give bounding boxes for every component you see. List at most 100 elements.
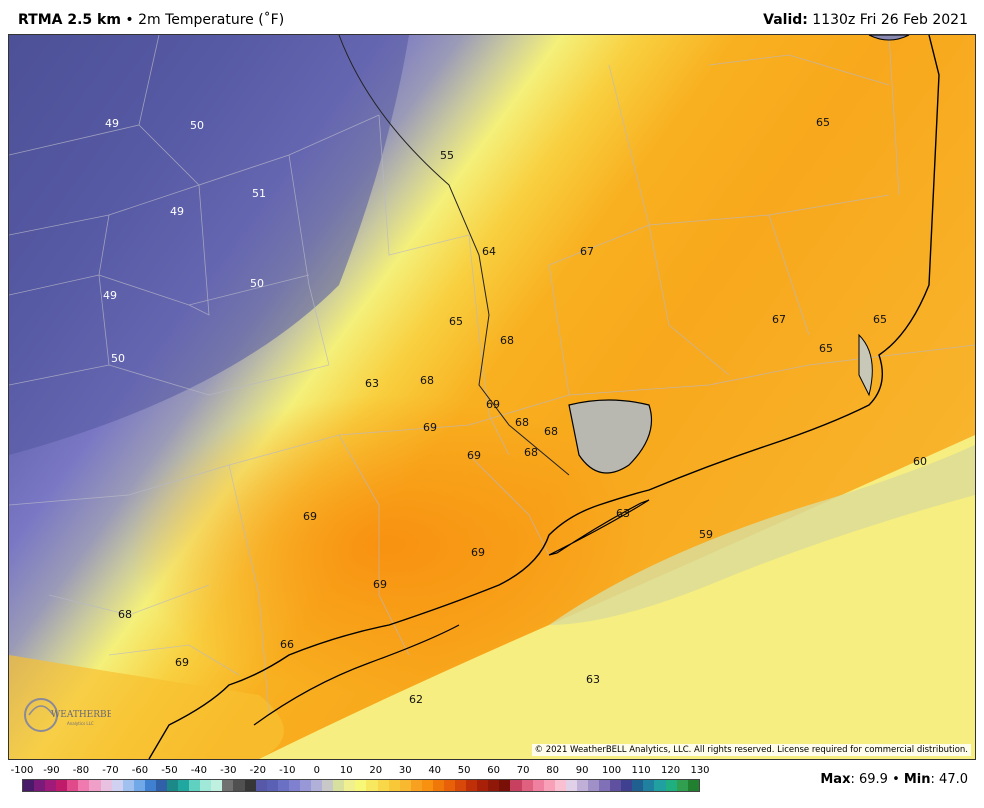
- legend-color-swatch: [277, 780, 289, 791]
- legend-color-swatch: [122, 780, 134, 791]
- legend-tick: 10: [339, 765, 353, 776]
- legend-color-swatch: [455, 780, 467, 791]
- legend: -100 -90 -80 -70 -60 -50 -40 -30 -20 -10 0 10 20 30 40…: [0, 760, 984, 808]
- weatherbell-logo: WEATHERBELL Analytics LLC: [21, 687, 111, 737]
- station-value-label: 69: [175, 656, 189, 669]
- legend-tick: -80: [72, 765, 90, 776]
- cool-gulf-band: [549, 445, 975, 625]
- legend-color-swatch: [244, 780, 256, 791]
- maxmin-separator: •: [887, 772, 904, 787]
- station-value-label: 49: [105, 117, 119, 130]
- legend-color-swatch: [377, 780, 389, 791]
- coastline: [148, 35, 940, 759]
- max-min-summary: Max: 69.9 • Min: 47.0: [820, 772, 968, 787]
- legend-color-swatch: [144, 780, 156, 791]
- legend-tick-labels: -100 -90 -80 -70 -60 -50 -40 -30 -20 -10 0 10 20 30 40…: [10, 765, 710, 779]
- legend-color-swatch: [665, 780, 677, 791]
- station-value-label: 65: [873, 313, 887, 326]
- legend-color-swatch: [554, 780, 566, 791]
- legend-tick: -10: [279, 765, 296, 776]
- legend-tick: 40: [428, 765, 442, 776]
- barrier-island: [548, 499, 650, 556]
- map-canvas: 49 50 55 51 49 50 49 50 64 67 65 65 68 67 65 65 63 68 69 69…: [9, 35, 975, 759]
- warm-core: [129, 395, 649, 695]
- legend-color-swatch: [610, 780, 622, 791]
- legend-color-swatch: [643, 780, 655, 791]
- station-value-label: 68: [118, 608, 132, 621]
- station-value-label: 51: [252, 187, 266, 200]
- legend-color-swatch: [233, 780, 245, 791]
- legend-tick: -50: [161, 765, 178, 776]
- legend-tick: 0: [313, 765, 320, 776]
- legend-color-swatch: [322, 780, 334, 791]
- legend-color-swatch: [222, 780, 234, 791]
- legend-color-swatch: [576, 780, 588, 791]
- legend-color-swatch: [565, 780, 577, 791]
- logo-subtext: Analytics LLC: [67, 721, 94, 726]
- station-value-label: 49: [170, 205, 184, 218]
- station-value-label: 68: [500, 334, 514, 347]
- station-value-label: 63: [365, 377, 379, 390]
- product-name: RTMA 2.5 km: [18, 12, 121, 28]
- legend-color-swatch: [521, 780, 533, 791]
- station-value-label: 68: [524, 446, 538, 459]
- galveston-bay: [568, 399, 653, 474]
- legend-color-swatch: [155, 780, 168, 791]
- legend-color-swatch: [599, 780, 611, 791]
- legend-tick: 60: [487, 765, 501, 776]
- legend-color-swatch: [587, 780, 600, 791]
- legend-tick: -90: [43, 765, 60, 776]
- sabine-lake: [858, 333, 873, 397]
- legend-color-swatch: [111, 780, 123, 791]
- county-boundaries-dark: [338, 35, 570, 476]
- min-label: Min: [903, 772, 931, 787]
- station-value-label: 67: [772, 313, 786, 326]
- toledo-bend: [868, 35, 910, 41]
- legend-color-swatch: [200, 780, 212, 791]
- legend-tick: 90: [575, 765, 589, 776]
- legend-color-swatch: [676, 780, 688, 791]
- legend-color-swatch: [421, 780, 433, 791]
- legend-color-swatch: [355, 780, 367, 791]
- station-value-label: 50: [250, 277, 264, 290]
- legend-color-swatch: [255, 780, 267, 791]
- legend-color-swatch: [45, 780, 57, 791]
- station-value-label: 66: [280, 638, 294, 651]
- legend-color-swatch: [89, 780, 101, 791]
- station-value-label: 69: [423, 421, 437, 434]
- legend-color-swatch: [178, 780, 190, 791]
- copyright-notice: © 2021 WeatherBELL Analytics, LLC. All r…: [531, 744, 971, 756]
- legend-color-swatch: [410, 780, 422, 791]
- legend-tick: 130: [690, 765, 710, 776]
- legend-color-swatch: [344, 780, 356, 791]
- legend-color-swatch: [78, 780, 90, 791]
- legend-color-swatch: [399, 780, 411, 791]
- station-value-label: 69: [303, 510, 317, 523]
- legend-color-swatch: [100, 780, 112, 791]
- station-value-label: 62: [409, 693, 423, 706]
- legend-color-swatch: [56, 780, 68, 791]
- station-value-label: 60: [913, 455, 927, 468]
- legend-tick: -30: [220, 765, 237, 776]
- legend-color-swatch: [432, 780, 444, 791]
- legend-color-swatch: [443, 780, 456, 791]
- legend-tick: 80: [546, 765, 559, 776]
- legend-color-swatch: [167, 780, 179, 791]
- legend-color-swatch: [488, 780, 500, 791]
- title-separator: •: [120, 12, 139, 28]
- cold-airmass: [9, 35, 409, 455]
- legend-color-swatch: [67, 780, 79, 791]
- station-value-label: 69: [471, 546, 485, 559]
- legend-color-swatch: [23, 780, 35, 791]
- legend-color-swatch: [34, 780, 46, 791]
- station-value-label: 50: [190, 119, 204, 132]
- min-value: : 47.0: [930, 772, 968, 787]
- legend-color-swatch: [288, 780, 300, 791]
- legend-color-swatch: [632, 780, 644, 791]
- station-value-label: 68: [515, 416, 529, 429]
- legend-color-swatch: [499, 780, 511, 791]
- station-value-label: 49: [103, 289, 117, 302]
- valid-time-value: 1130z Fri 26 Feb 2021: [807, 12, 968, 28]
- station-value-label: 69: [373, 578, 387, 591]
- valid-label: Valid:: [763, 12, 808, 28]
